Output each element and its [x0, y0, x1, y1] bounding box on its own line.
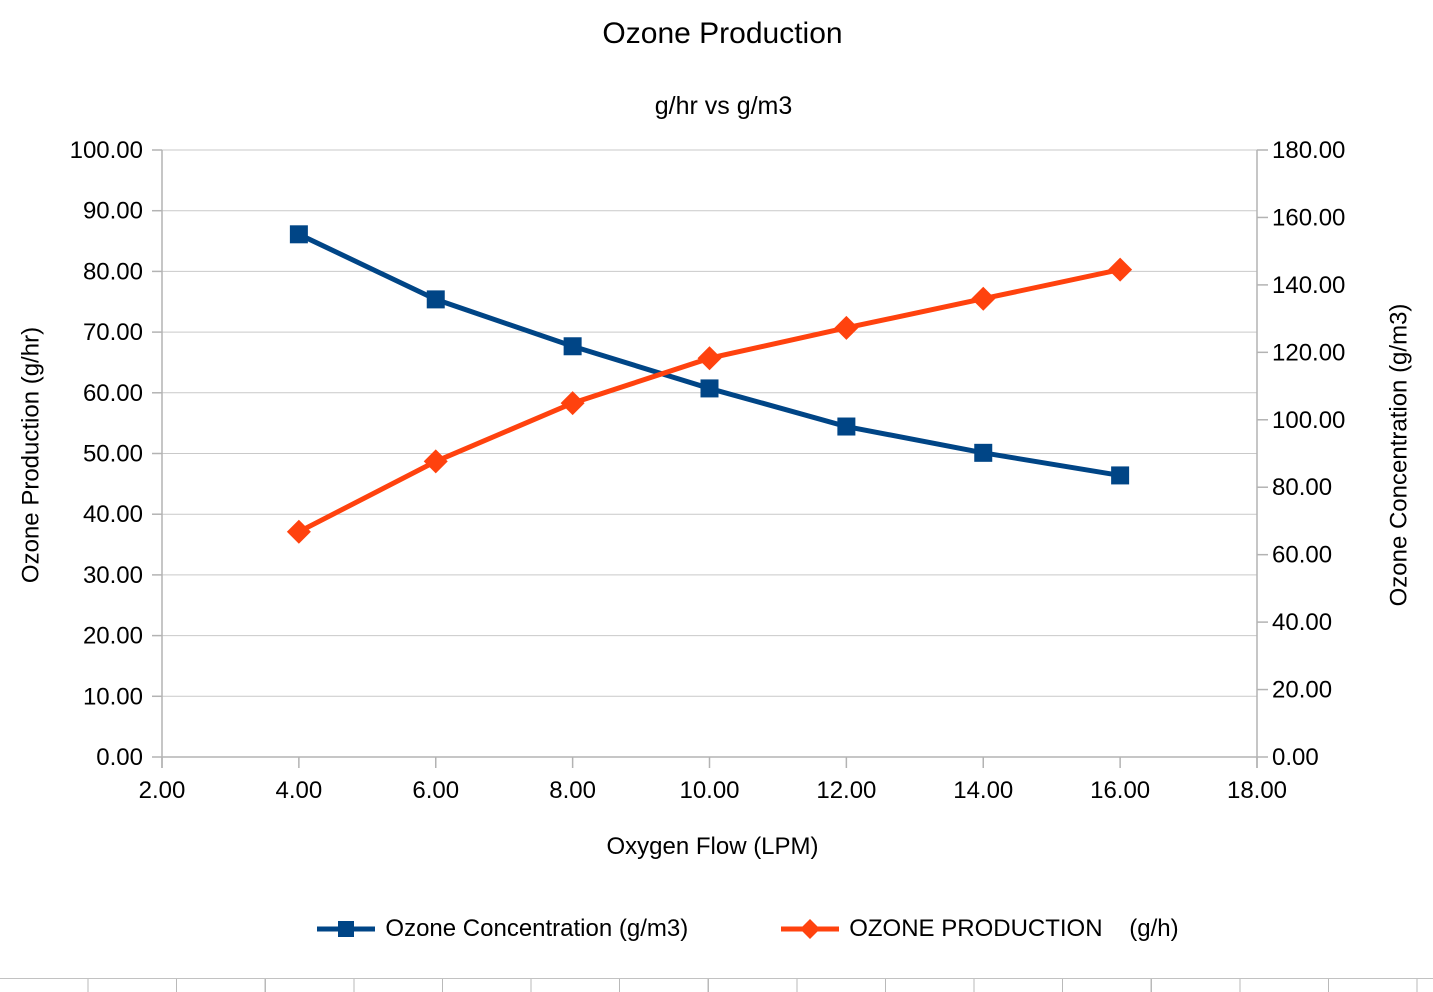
data-point-marker: [974, 443, 993, 462]
right-axis-tick-label: 100.00: [1272, 407, 1345, 434]
left-axis-tick-label: 20.00: [83, 623, 143, 650]
legend: Ozone Concentration (g/m3) OZONE PRODUCTI…: [31, 913, 1433, 945]
data-point-marker: [560, 391, 585, 416]
data-point-marker: [971, 286, 996, 311]
right-axis-tick-label: 0.00: [1272, 744, 1319, 771]
left-axis-tick-label: 90.00: [83, 198, 143, 225]
data-point-marker: [286, 519, 311, 544]
x-axis-tick-label: 18.00: [1227, 777, 1287, 804]
data-point-marker: [1108, 257, 1133, 282]
chart-subtitle: g/hr vs g/m3: [654, 92, 793, 120]
x-axis-title: Oxygen Flow (LPM): [606, 833, 819, 860]
legend-swatch: [317, 921, 376, 937]
x-axis-tick-label: 8.00: [549, 777, 596, 804]
data-point-marker: [837, 417, 856, 436]
data-point-marker: [423, 449, 448, 474]
left-axis-tick-label: 80.00: [83, 258, 143, 285]
right-axis-tick-label: 140.00: [1272, 272, 1345, 299]
spreadsheet-cells-fragment: [0, 978, 1433, 992]
legend-diamond-marker-icon: [800, 919, 821, 939]
series-concentration[interactable]: [289, 225, 1130, 485]
x-axis-tick-label: 14.00: [953, 777, 1013, 804]
x-axis-tick-label: 6.00: [412, 777, 459, 804]
right-axis-tick-label: 80.00: [1272, 474, 1332, 501]
legend-square-marker-icon: [338, 921, 355, 937]
left-axis-tick-label: 40.00: [83, 501, 143, 528]
data-point-marker: [563, 337, 582, 356]
series-line: [297, 267, 1121, 535]
left-axis-tick-label: 0.00: [96, 744, 143, 771]
left-axis-tick-label: 100.00: [70, 137, 143, 164]
right-axis-tick-label: 20.00: [1272, 677, 1332, 704]
x-axis-tick-label: 10.00: [679, 777, 739, 804]
left-axis-tick-label: 10.00: [83, 683, 143, 710]
right-axis-tick-label: 120.00: [1272, 339, 1345, 366]
legend-swatch: [781, 919, 840, 939]
legend-label: OZONE PRODUCTION (g/h): [849, 915, 1179, 942]
x-axis-tick-label: 2.00: [139, 777, 186, 804]
data-point-marker: [834, 315, 859, 340]
left-axis-tick-label: 60.00: [83, 380, 143, 407]
data-point-marker: [426, 290, 445, 309]
x-axis-tick-label: 4.00: [276, 777, 323, 804]
data-point-marker: [1111, 466, 1130, 485]
right-axis-tick-label: 60.00: [1272, 542, 1332, 569]
chart-title: Ozone Production: [602, 17, 843, 50]
data-point-marker: [289, 225, 308, 244]
legend-label: Ozone Concentration (g/m3): [385, 915, 689, 942]
x-axis-tick-label: 16.00: [1090, 777, 1150, 804]
data-point-marker: [697, 346, 722, 371]
left-axis-tick-label: 50.00: [83, 441, 143, 468]
data-point-marker: [700, 379, 719, 398]
right-axis-tick-label: 40.00: [1272, 609, 1332, 636]
legend-item[interactable]: OZONE PRODUCTION (g/h): [780, 915, 1179, 943]
series-production[interactable]: [286, 257, 1133, 544]
left-axis-tick-label: 30.00: [83, 562, 143, 589]
legend-item[interactable]: Ozone Concentration (g/m3): [316, 915, 688, 943]
x-axis-tick-label: 12.00: [816, 777, 876, 804]
right-axis-tick-label: 160.00: [1272, 204, 1345, 231]
left-axis-tick-label: 70.00: [83, 319, 143, 346]
right-axis-tick-label: 180.00: [1272, 137, 1345, 164]
